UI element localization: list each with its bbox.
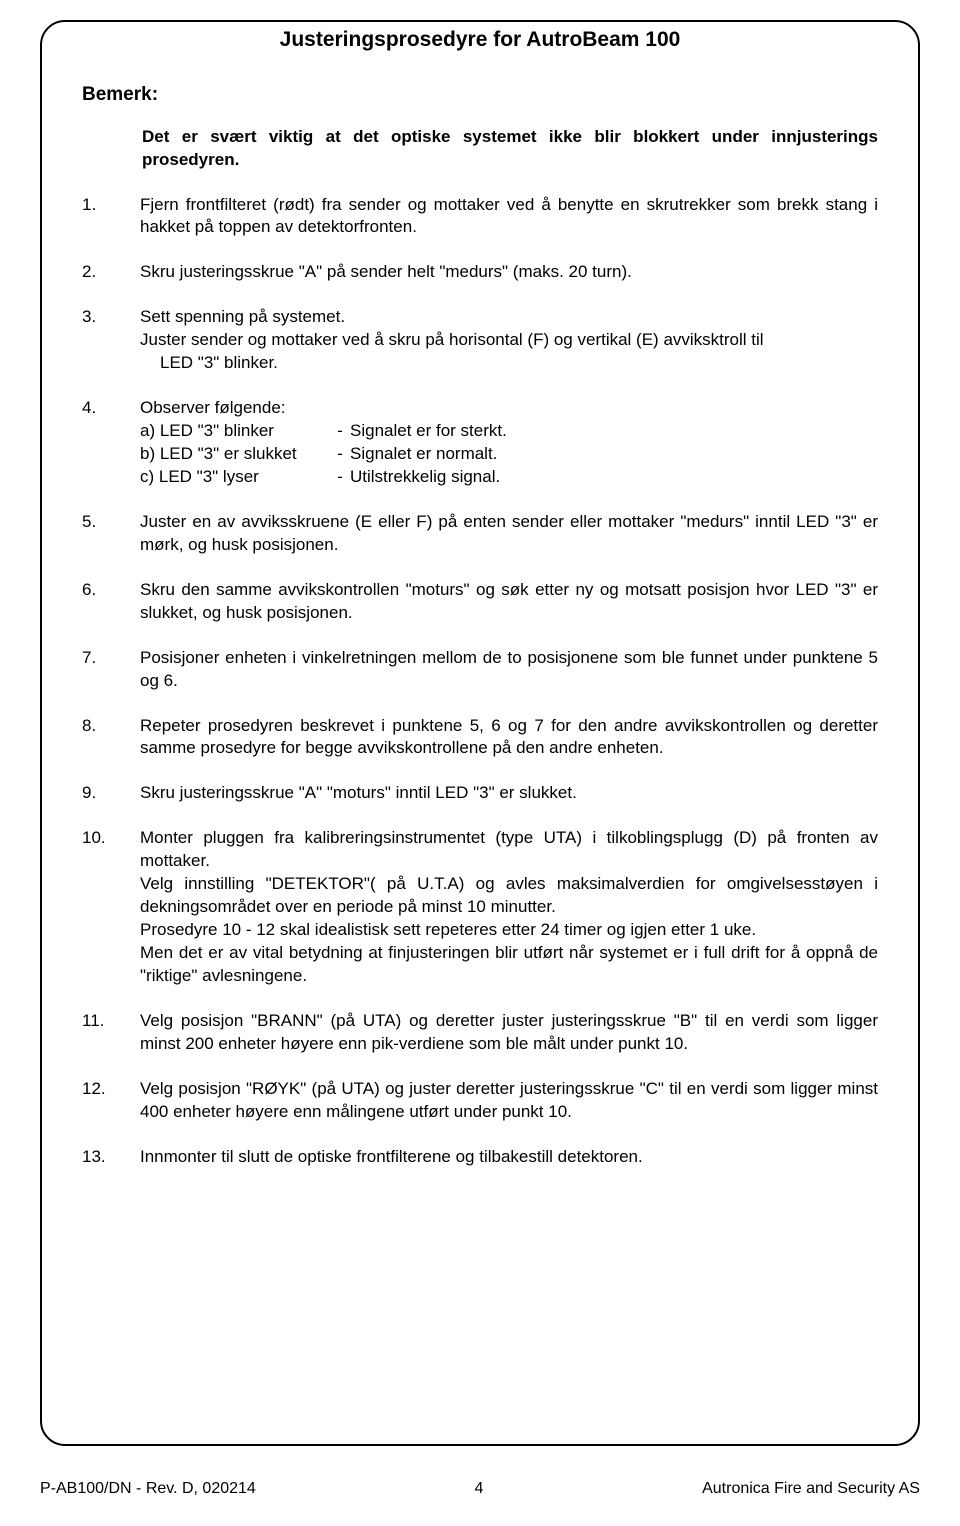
step-11: 11. Velg posisjon "BRANN" (på UTA) og de…: [82, 1010, 878, 1056]
step-10-p4: Men det er av vital betydning at finjust…: [140, 942, 878, 988]
step-4-c: c) LED "3" lyser - Utilstrekkelig signal…: [140, 466, 878, 489]
step-4-c-right: Utilstrekkelig signal.: [350, 466, 878, 489]
step-6: 6. Skru den samme avvikskontrollen "motu…: [82, 579, 878, 625]
step-9-body: Skru justeringsskrue "A" "moturs" inntil…: [140, 782, 878, 805]
step-10-num: 10.: [82, 827, 140, 988]
page: Justeringsprosedyre for AutroBeam 100 Be…: [0, 0, 960, 1526]
step-4-c-dash: -: [330, 466, 350, 489]
step-10: 10. Monter pluggen fra kalibreringsinstr…: [82, 827, 878, 988]
step-6-body: Skru den samme avvikskontrollen "moturs"…: [140, 579, 878, 625]
step-3-line1: Sett spenning på systemet.: [140, 307, 345, 326]
footer-right: Autronica Fire and Security AS: [702, 1480, 920, 1498]
step-3: 3. Sett spenning på systemet. Juster sen…: [82, 306, 878, 375]
step-4: 4. Observer følgende: a) LED "3" blinker…: [82, 397, 878, 489]
step-10-p2: Velg innstilling "DETEKTOR"( på U.T.A) o…: [140, 873, 878, 919]
step-8-num: 8.: [82, 715, 140, 761]
section-label: Bemerk:: [82, 82, 878, 108]
step-4-a-right: Signalet er for sterkt.: [350, 420, 878, 443]
page-title: Justeringsprosedyre for AutroBeam 100: [270, 28, 691, 52]
step-7-num: 7.: [82, 647, 140, 693]
step-3-num: 3.: [82, 306, 140, 375]
step-1-body: Fjern frontfilteret (rødt) fra sender og…: [140, 194, 878, 240]
step-10-p1: Monter pluggen fra kalibreringsinstrumen…: [140, 827, 878, 873]
step-13: 13. Innmonter til slutt de optiske front…: [82, 1146, 878, 1169]
step-2-body: Skru justeringsskrue "A" på sender helt …: [140, 261, 878, 284]
step-4-lead: Observer følgende:: [140, 397, 878, 420]
step-11-body: Velg posisjon "BRANN" (på UTA) og derett…: [140, 1010, 878, 1056]
step-2-num: 2.: [82, 261, 140, 284]
step-10-p3: Prosedyre 10 - 12 skal idealistisk sett …: [140, 919, 878, 942]
step-2: 2. Skru justeringsskrue "A" på sender he…: [82, 261, 878, 284]
footer-center: 4: [475, 1480, 484, 1498]
step-12: 12. Velg posisjon "RØYK" (på UTA) og jus…: [82, 1078, 878, 1124]
step-4-num: 4.: [82, 397, 140, 489]
step-4-a: a) LED "3" blinker - Signalet er for ste…: [140, 420, 878, 443]
step-9: 9. Skru justeringsskrue "A" "moturs" inn…: [82, 782, 878, 805]
step-3-body: Sett spenning på systemet. Juster sender…: [140, 306, 878, 375]
step-1: 1. Fjern frontfilteret (rødt) fra sender…: [82, 194, 878, 240]
step-4-b-left: b) LED "3" er slukket: [140, 443, 330, 466]
step-5-num: 5.: [82, 511, 140, 557]
step-1-num: 1.: [82, 194, 140, 240]
step-6-num: 6.: [82, 579, 140, 625]
step-3-line3: LED "3" blinker.: [160, 353, 278, 372]
content-body: Bemerk: Det er svært viktig at det optis…: [82, 82, 878, 1169]
step-13-num: 13.: [82, 1146, 140, 1169]
step-7-body: Posisjoner enheten i vinkelretningen mel…: [140, 647, 878, 693]
step-4-a-dash: -: [330, 420, 350, 443]
step-8-body: Repeter prosedyren beskrevet i punktene …: [140, 715, 878, 761]
step-4-b-right: Signalet er normalt.: [350, 443, 878, 466]
step-8: 8. Repeter prosedyren beskrevet i punkte…: [82, 715, 878, 761]
step-4-b: b) LED "3" er slukket - Signalet er norm…: [140, 443, 878, 466]
step-5-body: Juster en av avviksskruene (E eller F) p…: [140, 511, 878, 557]
step-10-body: Monter pluggen fra kalibreringsinstrumen…: [140, 827, 878, 988]
step-12-body: Velg posisjon "RØYK" (på UTA) og juster …: [140, 1078, 878, 1124]
step-4-c-left: c) LED "3" lyser: [140, 466, 330, 489]
page-footer: P-AB100/DN - Rev. D, 020214 4 Autronica …: [40, 1480, 920, 1498]
step-9-num: 9.: [82, 782, 140, 805]
step-3-line2: Juster sender og mottaker ved å skru på …: [140, 330, 764, 349]
step-5: 5. Juster en av avviksskruene (E eller F…: [82, 511, 878, 557]
step-4-a-left: a) LED "3" blinker: [140, 420, 330, 443]
step-4-body: Observer følgende: a) LED "3" blinker - …: [140, 397, 878, 489]
step-13-body: Innmonter til slutt de optiske frontfilt…: [140, 1146, 878, 1169]
footer-left: P-AB100/DN - Rev. D, 020214: [40, 1480, 256, 1498]
step-12-num: 12.: [82, 1078, 140, 1124]
step-4-b-dash: -: [330, 443, 350, 466]
content-frame: Justeringsprosedyre for AutroBeam 100 Be…: [40, 20, 920, 1446]
step-11-num: 11.: [82, 1010, 140, 1056]
step-7: 7. Posisjoner enheten i vinkelretningen …: [82, 647, 878, 693]
intro-text: Det er svært viktig at det optiske syste…: [142, 126, 878, 172]
